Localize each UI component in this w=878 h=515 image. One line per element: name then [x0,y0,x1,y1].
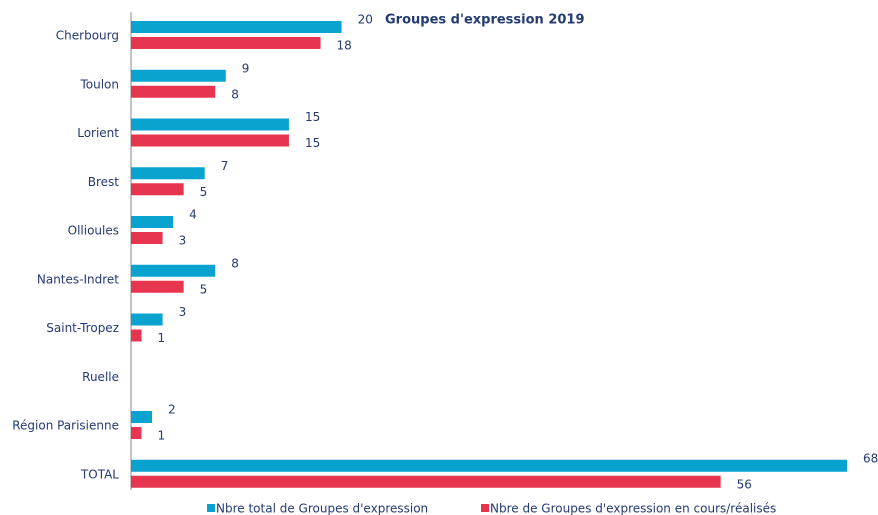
y-tick-label: Brest [88,175,120,189]
y-tick-label: Lorient [77,126,119,140]
legend-label: Nbre total de Groupes d'expression [216,502,428,515]
y-tick-label: Saint-Tropez [46,321,119,335]
bar [131,264,216,277]
bar [131,216,174,228]
value-label: 15 [305,110,320,124]
bar [131,313,163,326]
bar [131,37,321,49]
y-tick-label: TOTAL [80,467,119,481]
value-label: 68 [863,451,878,465]
bar [131,183,184,196]
legend-swatch [481,504,489,512]
chart-title: Groupes d'expression 2019 [385,13,585,28]
value-label: 18 [337,39,352,53]
y-tick-label: Cherbourg [56,29,119,43]
value-label: 3 [179,305,187,319]
value-label: 8 [231,256,239,270]
value-label: 9 [242,61,250,75]
value-label: 20 [358,13,373,27]
y-tick-label: Nantes-Indret [37,272,119,286]
value-label: 7 [221,159,229,173]
bar [131,459,847,472]
legend-swatch [207,504,215,512]
value-label: 1 [158,331,166,345]
bar [131,167,205,180]
value-label: 5 [200,282,208,296]
bar [131,21,342,33]
bar [131,85,216,98]
legend-label: Nbre de Groupes d'expression en cours/ré… [490,502,776,515]
value-label: 5 [200,185,208,199]
bar [131,69,226,82]
value-label: 4 [189,208,197,222]
bar [131,427,142,439]
bar [131,329,142,342]
bar [131,232,163,244]
y-tick-label: Ruelle [82,370,119,384]
y-tick-label: Toulon [79,77,119,91]
value-label: 1 [158,429,166,443]
value-label: 2 [168,403,176,417]
bar [131,411,153,423]
y-tick-label: Région Parisienne [12,419,119,433]
value-label: 15 [305,136,320,150]
value-label: 56 [737,477,752,491]
bar [131,118,289,131]
bar [131,280,184,293]
bar [131,134,289,147]
value-label: 8 [231,87,239,101]
y-tick-label: Ollioules [68,224,119,238]
value-label: 3 [179,234,187,248]
bar [131,475,721,488]
